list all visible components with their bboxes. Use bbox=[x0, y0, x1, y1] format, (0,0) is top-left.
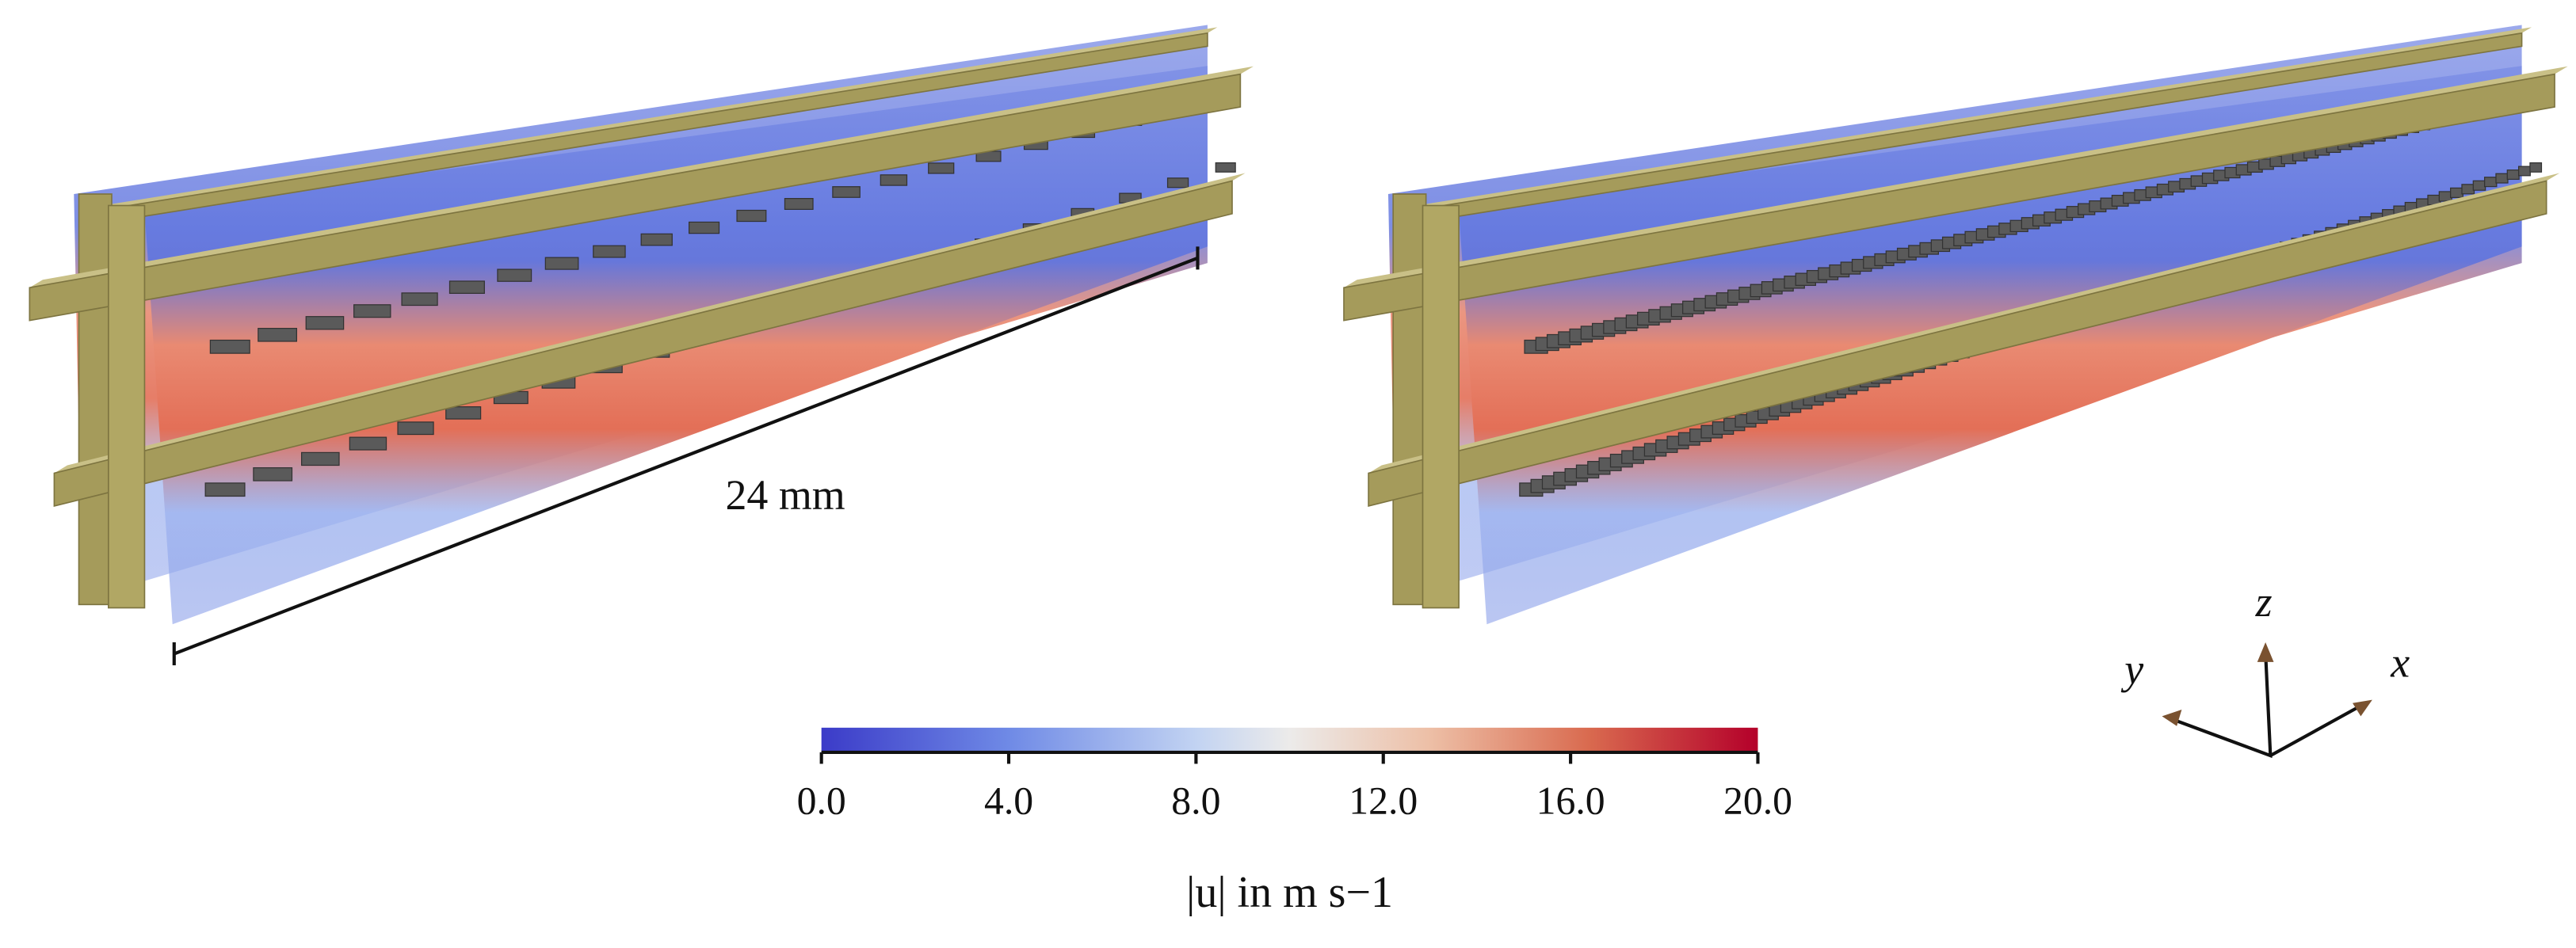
chip bbox=[300, 451, 340, 466]
rail-top bbox=[98, 27, 1218, 211]
dimension bbox=[172, 246, 1200, 666]
axis-triad bbox=[2162, 642, 2372, 759]
chip bbox=[305, 316, 345, 330]
arrow-head bbox=[2353, 699, 2372, 717]
rail-front bbox=[29, 73, 1242, 322]
chip bbox=[2472, 180, 2486, 191]
chip bbox=[2461, 184, 2475, 195]
rail-front bbox=[53, 180, 1233, 507]
chip bbox=[445, 406, 482, 420]
chip bbox=[2495, 173, 2509, 184]
chip bbox=[640, 233, 673, 246]
chip bbox=[1166, 177, 1189, 188]
chip bbox=[2529, 162, 2543, 173]
chip bbox=[349, 436, 387, 451]
triad-lines bbox=[2168, 652, 2273, 759]
dimension-label: 24 mm bbox=[725, 471, 845, 519]
rail-top bbox=[54, 173, 1246, 474]
chip bbox=[544, 257, 579, 270]
colorbar-tick-label: 8.0 bbox=[1171, 779, 1220, 823]
colorbar bbox=[821, 727, 1758, 752]
chip bbox=[2438, 191, 2452, 202]
rendering bbox=[29, 25, 1254, 625]
chip bbox=[736, 209, 767, 223]
colorbar-tick-label: 20.0 bbox=[1723, 779, 1792, 823]
renderings bbox=[29, 25, 2568, 625]
chip bbox=[593, 245, 626, 258]
chip bbox=[2484, 177, 2498, 188]
rail-front bbox=[1368, 180, 2547, 507]
chip bbox=[204, 482, 246, 497]
post bbox=[78, 193, 113, 606]
post bbox=[1392, 193, 1427, 606]
axis-y: y bbox=[2120, 645, 2143, 693]
axis-x: x bbox=[2390, 638, 2410, 686]
colorbar-tick-label: 16.0 bbox=[1536, 779, 1605, 823]
rail-front bbox=[1343, 73, 2555, 322]
chip bbox=[1215, 162, 1236, 173]
chip bbox=[209, 339, 250, 354]
chip bbox=[2517, 166, 2531, 177]
colorbar-tick-label: 12.0 bbox=[1349, 779, 1418, 823]
rail-top bbox=[29, 66, 1254, 288]
chip bbox=[2450, 187, 2463, 199]
chip bbox=[832, 186, 861, 198]
chip bbox=[497, 268, 532, 282]
chip bbox=[448, 280, 485, 295]
arrow-head bbox=[2162, 710, 2182, 726]
chip bbox=[353, 304, 391, 318]
chip bbox=[784, 198, 814, 210]
chip bbox=[688, 221, 720, 234]
colorbar-tick-label: 4.0 bbox=[984, 779, 1033, 823]
colorbar-ticks: 0.0 4.0 8.0 12.0 16.0 20.0 bbox=[797, 752, 1792, 823]
chip bbox=[401, 292, 438, 306]
arrow-head bbox=[2257, 642, 2274, 662]
colorbar-label: |u| in m s−1 bbox=[1186, 868, 1393, 917]
post-front bbox=[1422, 204, 1460, 609]
chip bbox=[928, 162, 955, 174]
rendering bbox=[1343, 25, 2568, 625]
triad-line bbox=[2269, 701, 2367, 757]
chip bbox=[2506, 169, 2520, 181]
chip bbox=[258, 327, 298, 342]
rail-top bbox=[1413, 27, 2532, 211]
colorbar-tick-label: 0.0 bbox=[797, 779, 846, 823]
chip bbox=[397, 421, 434, 436]
rail-top bbox=[1343, 66, 2568, 288]
chip bbox=[253, 467, 293, 482]
chip bbox=[880, 174, 908, 186]
post-front bbox=[108, 204, 146, 609]
axis-z: z bbox=[2255, 578, 2273, 626]
dimension-line bbox=[174, 256, 1199, 656]
rail-top bbox=[1368, 173, 2560, 474]
